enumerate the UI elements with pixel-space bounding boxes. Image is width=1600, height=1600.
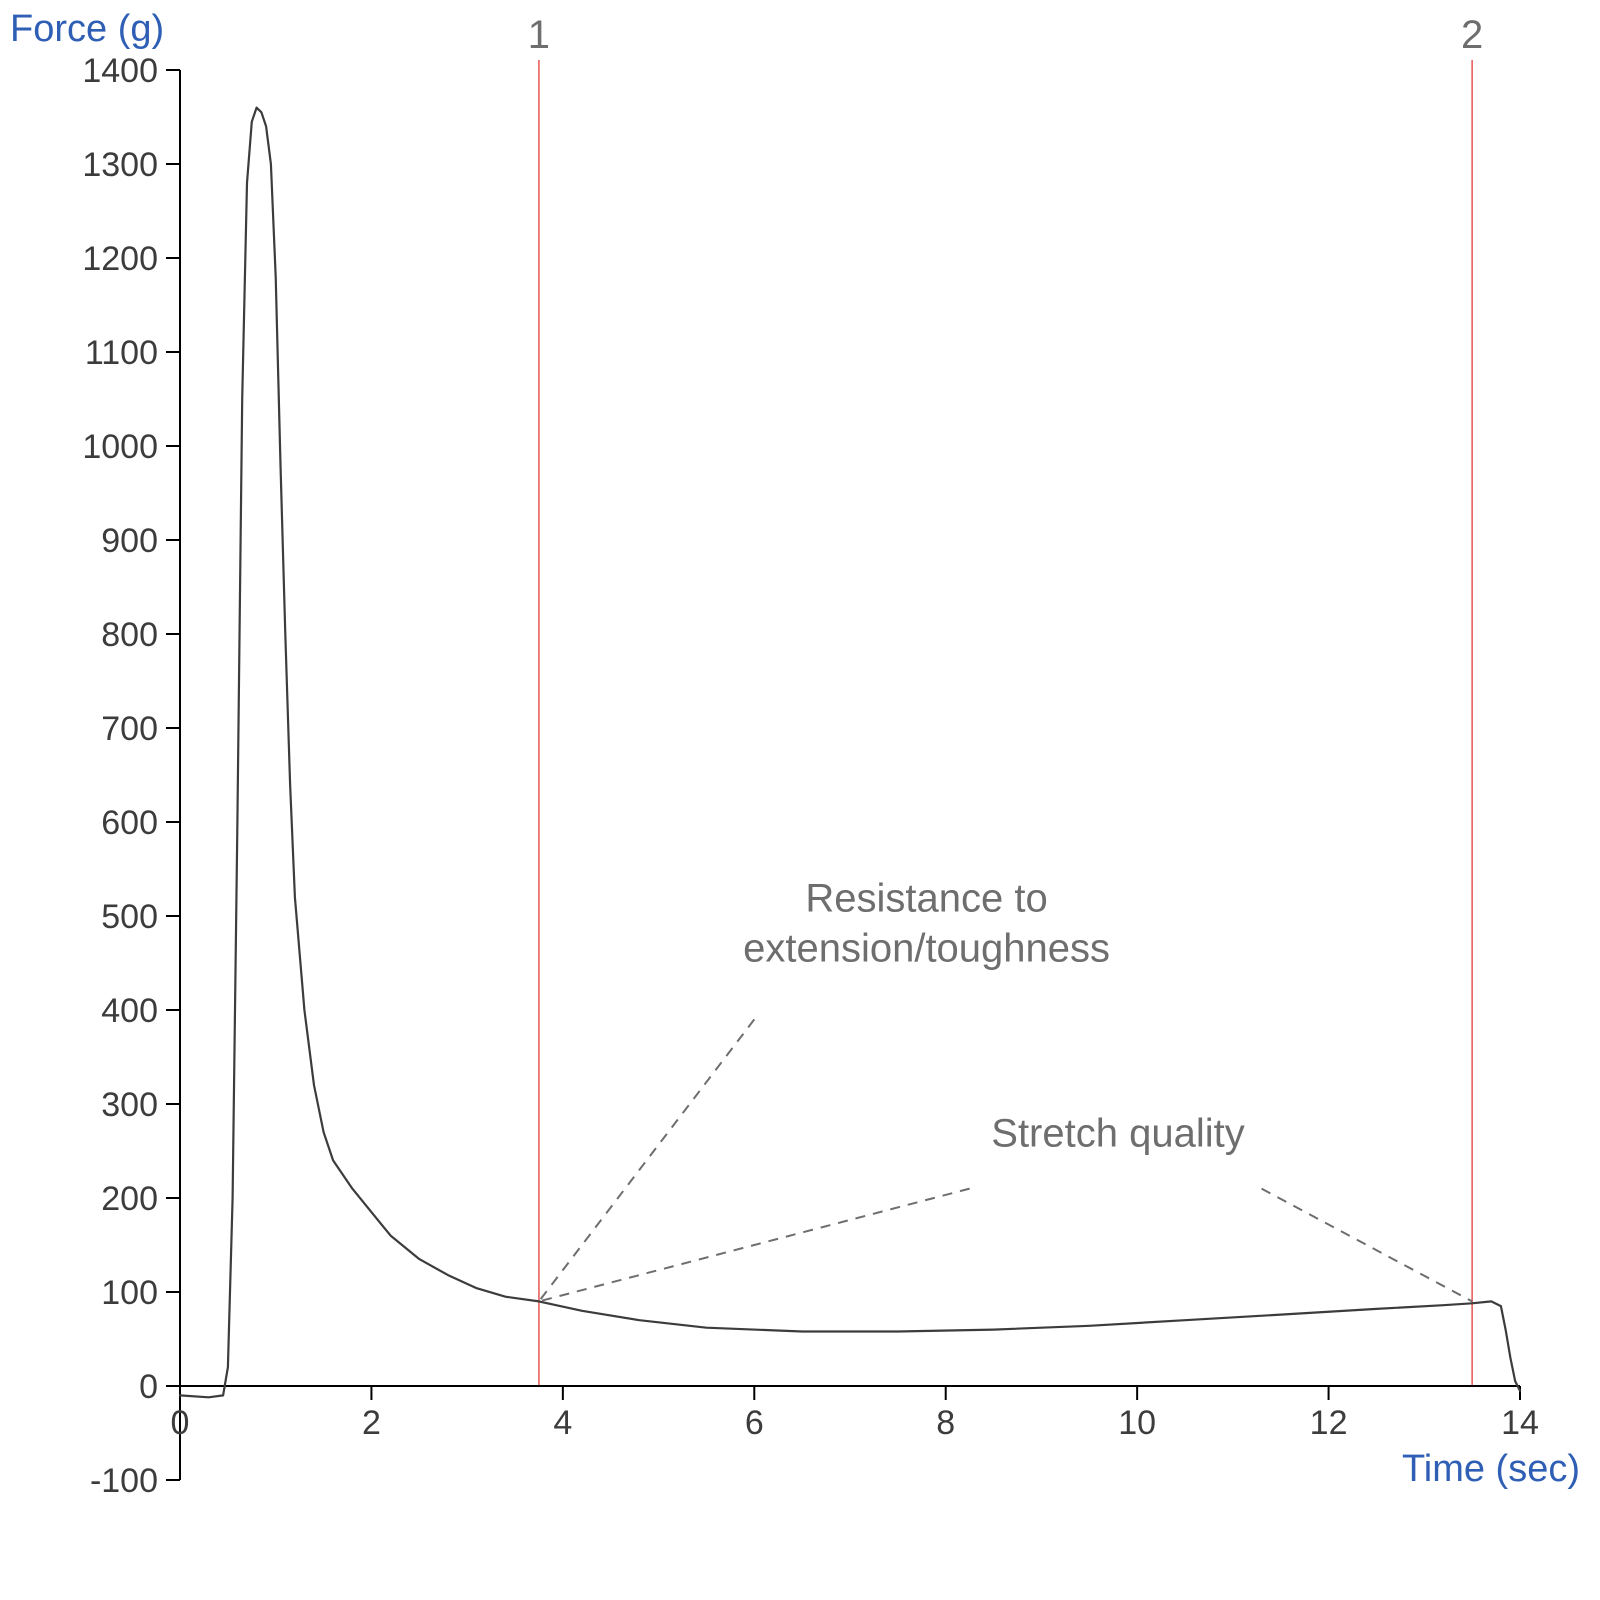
x-tick-label: 14 [1501, 1404, 1539, 1442]
x-tick-label: 8 [936, 1404, 955, 1442]
x-tick-label: 0 [171, 1404, 190, 1442]
y-axis-title: Force (g) [10, 8, 164, 51]
annotation-text: Resistance to [805, 876, 1047, 920]
y-tick-label: 200 [101, 1180, 158, 1218]
x-tick-label: 10 [1118, 1404, 1156, 1442]
y-tick-label: 1400 [82, 52, 158, 90]
y-tick-label: 1200 [82, 240, 158, 278]
x-axis-title: Time (sec) [1402, 1448, 1580, 1491]
y-tick-label: 1000 [82, 428, 158, 466]
x-tick-label: 12 [1310, 1404, 1348, 1442]
chart-svg: 12-1000100200300400500600700800900100011… [0, 0, 1600, 1600]
y-tick-label: 1300 [82, 146, 158, 184]
marker-label: 1 [528, 13, 550, 57]
x-tick-label: 6 [745, 1404, 764, 1442]
y-tick-label: 400 [101, 992, 158, 1030]
y-tick-label: 700 [101, 710, 158, 748]
y-tick-label: -100 [90, 1462, 158, 1500]
force-time-chart: 12-1000100200300400500600700800900100011… [0, 0, 1600, 1600]
x-tick-label: 2 [362, 1404, 381, 1442]
x-tick-label: 4 [553, 1404, 572, 1442]
y-tick-label: 900 [101, 522, 158, 560]
y-tick-label: 500 [101, 898, 158, 936]
y-tick-label: 100 [101, 1274, 158, 1312]
y-tick-label: 300 [101, 1086, 158, 1124]
y-tick-label: 600 [101, 804, 158, 842]
y-tick-label: 800 [101, 616, 158, 654]
y-tick-label: 1100 [85, 334, 158, 372]
y-tick-label: 0 [139, 1368, 158, 1406]
annotation-text: Stretch quality [991, 1111, 1244, 1155]
annotation-text: extension/toughness [743, 926, 1110, 970]
marker-label: 2 [1461, 13, 1483, 57]
